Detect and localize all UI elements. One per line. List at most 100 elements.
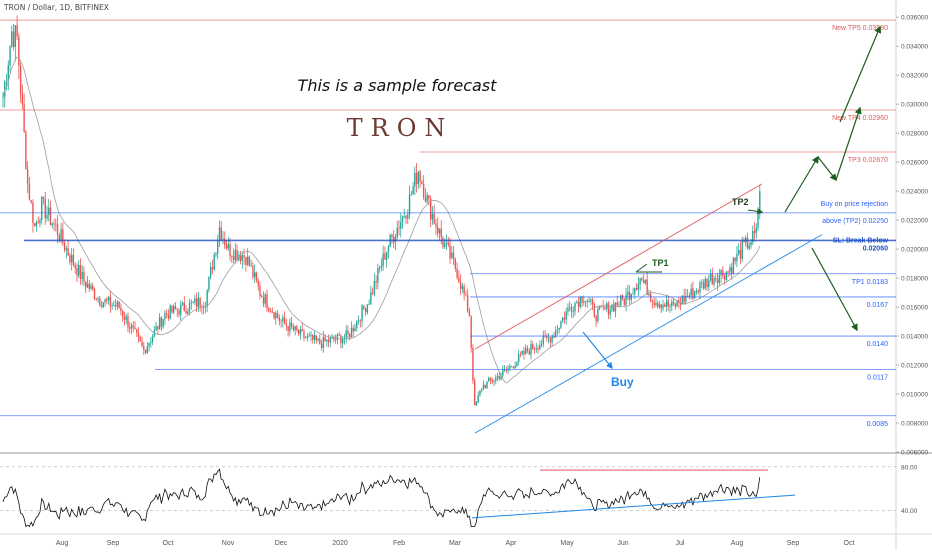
candle-body: [206, 290, 208, 307]
candle-body: [727, 271, 729, 273]
time-tick-label: May: [560, 540, 574, 547]
candle-body: [95, 298, 97, 300]
candle-body: [530, 344, 532, 355]
candle-body: [686, 295, 689, 298]
candle-body: [737, 250, 740, 254]
candle-body: [261, 296, 263, 298]
candle-body: [607, 303, 610, 315]
candle-body: [755, 227, 757, 233]
symbol-title: TRON / Dollar, 1D, BITFINEX: [4, 3, 109, 12]
candle-body: [349, 334, 351, 338]
price-tick-label: 0.030000: [901, 102, 928, 109]
candle-body: [146, 346, 149, 354]
candle-body: [718, 275, 721, 284]
candle-body: [248, 256, 251, 267]
candle-body: [759, 191, 761, 215]
candle-body: [11, 31, 13, 47]
candle-body: [407, 214, 409, 219]
candle-body: [655, 303, 657, 305]
buy-arrow: [582, 331, 613, 370]
price-tick-label: 0.008000: [901, 421, 928, 428]
price-tick-label: 0.012000: [901, 363, 928, 370]
candle-body: [345, 330, 347, 338]
candle-body: [62, 229, 64, 243]
candle-body: [160, 317, 163, 327]
candle-body: [137, 332, 140, 337]
price-tick-label: 0.034000: [901, 44, 928, 51]
candle-body: [268, 308, 270, 311]
candle-body: [136, 329, 138, 333]
candle-body: [473, 380, 476, 406]
candle-body: [706, 278, 708, 288]
candle-body: [188, 302, 191, 312]
candle-body: [178, 310, 180, 315]
candle-body: [139, 336, 141, 342]
candle-body: [387, 246, 390, 252]
candle-body: [364, 308, 367, 313]
candle-body: [354, 327, 356, 332]
candle-body: [356, 320, 358, 328]
candle-body: [618, 305, 620, 307]
lower-channel-line: [474, 234, 823, 434]
candle-body: [704, 278, 706, 289]
time-tick-label: 2020: [332, 540, 348, 547]
candle-body: [496, 376, 499, 378]
candle-body: [521, 350, 523, 355]
candle-body: [19, 65, 22, 94]
candle-body: [472, 347, 474, 381]
candle-body: [222, 238, 224, 240]
time-tick-label: Sep: [787, 540, 800, 547]
candle-body: [72, 254, 75, 265]
candle-body: [63, 242, 66, 251]
candle-body: [570, 307, 573, 312]
candle-body: [458, 277, 460, 282]
candle-body: [576, 301, 578, 303]
candle-body: [382, 253, 384, 267]
candle-body: [417, 171, 420, 185]
candle-body: [498, 376, 501, 380]
candle-body: [415, 172, 418, 185]
candle-body: [468, 311, 471, 317]
candle-body: [495, 377, 497, 381]
price-tick-label: 0.018000: [901, 276, 928, 283]
candle-body: [255, 272, 258, 281]
buy-on-rejection-label: Buy on price rejection: [821, 201, 888, 208]
candle-body: [679, 302, 682, 305]
forecast-arrow: [817, 156, 837, 182]
candle-body: [591, 299, 594, 304]
candle-body: [361, 305, 363, 322]
candle-body: [208, 276, 210, 291]
candle-body: [174, 306, 177, 310]
candle-body: [667, 300, 669, 307]
candle-body: [734, 257, 736, 262]
candle-body: [79, 264, 82, 279]
candle-body: [315, 335, 317, 341]
time-tick-label: Dec: [275, 540, 288, 547]
candle-body: [30, 200, 32, 203]
chart-title: TRON: [347, 114, 454, 142]
candle-body: [509, 366, 511, 369]
candle-body: [227, 244, 229, 249]
candle-body: [637, 284, 640, 290]
candle-body: [39, 219, 41, 223]
candle-body: [583, 301, 585, 303]
candle-body: [595, 316, 597, 322]
candle-body: [65, 248, 68, 251]
candle-body: [250, 266, 252, 267]
candle-body: [83, 271, 85, 282]
candle-body: [220, 227, 222, 240]
price-tick-label: 0.024000: [901, 189, 928, 196]
candle-body: [97, 298, 99, 300]
candle-body: [357, 320, 360, 322]
candle-body: [435, 223, 437, 227]
candle-body: [165, 313, 168, 315]
candle-body: [58, 235, 61, 241]
candle-body: [153, 330, 156, 337]
tp1-marker: [635, 263, 648, 273]
upper-channel-line: [474, 183, 763, 350]
candle-body: [739, 250, 742, 260]
candle-body: [9, 46, 11, 66]
candle-body: [35, 222, 38, 227]
candle-body: [16, 25, 18, 37]
candle-body: [76, 268, 78, 276]
